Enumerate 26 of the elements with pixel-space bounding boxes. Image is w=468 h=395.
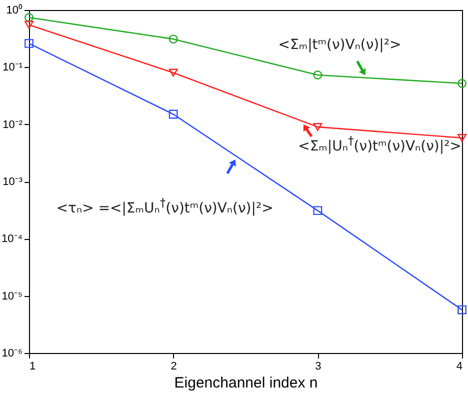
y-tick-label: 10⁰ (6, 4, 22, 16)
y-tick-label: 10⁻⁵ (2, 290, 22, 302)
x-tick-label: 4 (456, 360, 462, 372)
point (313, 122, 322, 131)
x-axis-title: Eigenchannel index n (174, 374, 318, 392)
y-tick-label: 10⁻⁴ (2, 233, 23, 246)
annotation: <Σₘ|tᵐ(ν)Vₙ(ν)|²> (278, 36, 402, 53)
point (24, 13, 34, 22)
x-tick-label: 1 (30, 360, 36, 372)
point (24, 20, 34, 29)
point (313, 206, 322, 216)
y-tick-label: 10⁻² (2, 118, 23, 131)
y-tick-label: 10⁻⁶ (2, 348, 22, 360)
y-tick-label: 10⁻³ (2, 176, 23, 188)
point (458, 305, 466, 314)
x-tick-label: 2 (170, 360, 177, 372)
point (313, 70, 322, 80)
annotation: <τₙ> =<|ΣₘUₙ$^{†}$(ν)tᵐ(ν)Vₙ(ν)|²> (56, 196, 274, 216)
annotation: <Σₘ|Uₙ$^{†}$(ν)tᵐ(ν)Vₙ(ν)|²> (298, 134, 462, 154)
point (168, 34, 178, 44)
point (168, 68, 178, 77)
point (458, 78, 466, 88)
point (168, 110, 178, 119)
x-tick-label: 3 (315, 360, 322, 372)
y-tick-label: 10⁻¹ (2, 62, 23, 74)
point (24, 38, 34, 48)
